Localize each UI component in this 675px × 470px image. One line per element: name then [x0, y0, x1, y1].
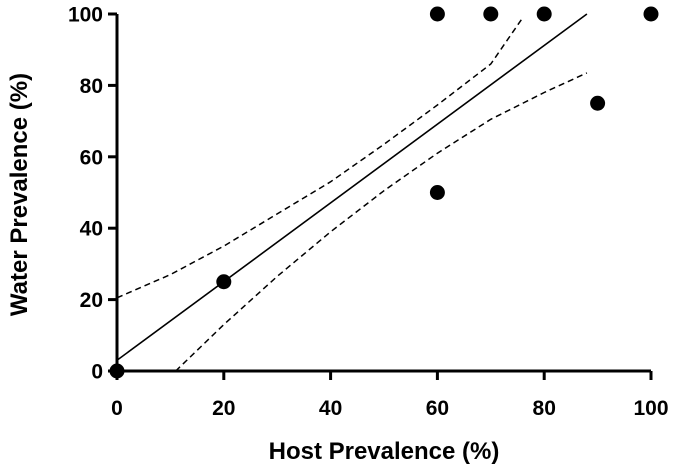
data-point — [216, 274, 232, 290]
y-tick-label: 20 — [80, 289, 103, 312]
x-tick-label: 0 — [111, 397, 123, 420]
data-point — [483, 6, 499, 22]
x-axis-title: Host Prevalence (%) — [269, 438, 500, 465]
y-axis-ticks: 0 20 40 60 80 100 — [68, 4, 117, 384]
y-tick-label: 40 — [80, 218, 103, 241]
x-tick-label: 40 — [319, 397, 342, 420]
y-tick-label: 0 — [91, 361, 103, 384]
regression-line — [116, 13, 588, 361]
y-tick-label: 100 — [68, 4, 103, 27]
x-tick-label: 20 — [212, 397, 235, 420]
x-tick-label: 60 — [426, 397, 449, 420]
confidence-band-lower-line — [175, 72, 588, 372]
x-tick-label: 80 — [533, 397, 556, 420]
data-point — [590, 95, 606, 111]
data-points — [109, 6, 659, 379]
y-tick-label: 80 — [80, 75, 103, 98]
y-axis-title: Water Prevalence (%) — [6, 73, 33, 316]
data-point — [643, 6, 659, 22]
data-point — [536, 6, 552, 22]
data-point — [109, 363, 125, 379]
data-point — [429, 185, 445, 200]
data-point — [429, 6, 445, 22]
x-axis-ticks: 0 20 40 60 80 100 — [111, 371, 669, 420]
confidence-band-upper-line — [116, 17, 524, 299]
y-tick-label: 60 — [80, 146, 103, 169]
x-tick-label: 100 — [633, 397, 668, 420]
